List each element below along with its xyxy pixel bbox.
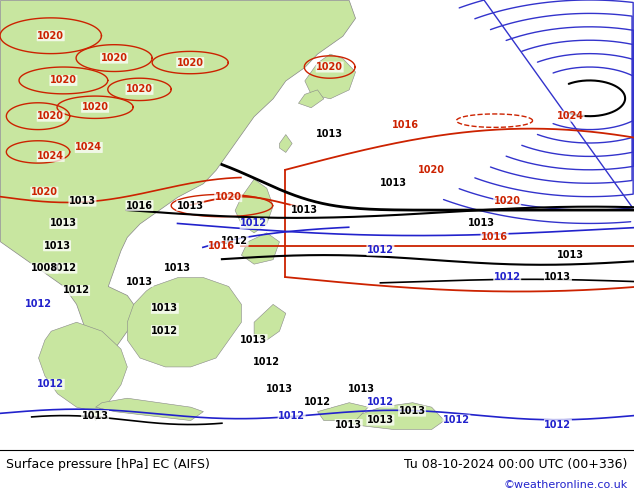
Text: 1013: 1013 bbox=[177, 200, 204, 211]
Text: 1020: 1020 bbox=[82, 102, 108, 112]
Text: 1012: 1012 bbox=[494, 272, 521, 282]
Text: 1013: 1013 bbox=[367, 415, 394, 425]
Text: 1020: 1020 bbox=[37, 111, 64, 121]
Text: 1013: 1013 bbox=[380, 178, 406, 188]
Text: 1012: 1012 bbox=[545, 419, 571, 430]
Text: Tu 08-10-2024 00:00 UTC (00+336): Tu 08-10-2024 00:00 UTC (00+336) bbox=[404, 458, 628, 470]
Text: 1013: 1013 bbox=[240, 335, 267, 344]
Text: 1013: 1013 bbox=[291, 205, 318, 215]
Text: 1016: 1016 bbox=[481, 232, 508, 242]
Text: 1013: 1013 bbox=[164, 263, 191, 273]
Text: 1020: 1020 bbox=[418, 165, 444, 175]
Text: 1013: 1013 bbox=[152, 303, 178, 313]
Text: 1016: 1016 bbox=[126, 200, 153, 211]
Text: 1013: 1013 bbox=[348, 384, 375, 394]
Text: 1013: 1013 bbox=[557, 250, 584, 260]
Text: 1013: 1013 bbox=[469, 219, 495, 228]
Text: 1012: 1012 bbox=[25, 299, 51, 309]
Text: 1013: 1013 bbox=[126, 276, 153, 287]
Text: 1024: 1024 bbox=[37, 151, 64, 161]
Text: 1012: 1012 bbox=[253, 357, 280, 367]
Text: 1012: 1012 bbox=[152, 326, 178, 336]
Text: 1020: 1020 bbox=[37, 31, 64, 41]
Text: 1024: 1024 bbox=[75, 143, 102, 152]
Text: 1012: 1012 bbox=[367, 245, 394, 255]
Text: 1020: 1020 bbox=[126, 84, 153, 95]
Text: 1013: 1013 bbox=[44, 241, 70, 251]
Text: 1016: 1016 bbox=[209, 241, 235, 251]
Text: ©weatheronline.co.uk: ©weatheronline.co.uk bbox=[503, 480, 628, 490]
Text: 1012: 1012 bbox=[221, 236, 248, 246]
Text: 1013: 1013 bbox=[266, 384, 292, 394]
Text: 1012: 1012 bbox=[278, 411, 305, 420]
Text: 1013: 1013 bbox=[335, 419, 362, 430]
Text: Surface pressure [hPa] EC (AIFS): Surface pressure [hPa] EC (AIFS) bbox=[6, 458, 210, 470]
Text: 1012: 1012 bbox=[63, 286, 89, 295]
Text: 1020: 1020 bbox=[101, 53, 127, 63]
Text: 1012: 1012 bbox=[240, 219, 267, 228]
Text: 1020: 1020 bbox=[50, 75, 77, 85]
Text: 1016: 1016 bbox=[392, 120, 419, 130]
Text: 1020: 1020 bbox=[215, 192, 242, 201]
Text: 1012: 1012 bbox=[304, 397, 330, 407]
Text: 1013: 1013 bbox=[82, 411, 108, 420]
Text: 1020: 1020 bbox=[177, 57, 204, 68]
Text: 1020: 1020 bbox=[316, 62, 343, 72]
Text: 1013: 1013 bbox=[316, 129, 343, 139]
Text: 1012: 1012 bbox=[50, 263, 77, 273]
Text: 1012: 1012 bbox=[367, 397, 394, 407]
Text: 1008: 1008 bbox=[31, 263, 58, 273]
Text: 1012: 1012 bbox=[443, 415, 470, 425]
Text: 1024: 1024 bbox=[557, 111, 584, 121]
Text: 1012: 1012 bbox=[37, 379, 64, 390]
Text: 1013: 1013 bbox=[50, 219, 77, 228]
Text: 1020: 1020 bbox=[31, 187, 58, 197]
Text: 1013: 1013 bbox=[545, 272, 571, 282]
Text: 1020: 1020 bbox=[494, 196, 521, 206]
Text: 1013: 1013 bbox=[399, 406, 425, 416]
Text: 1013: 1013 bbox=[69, 196, 96, 206]
